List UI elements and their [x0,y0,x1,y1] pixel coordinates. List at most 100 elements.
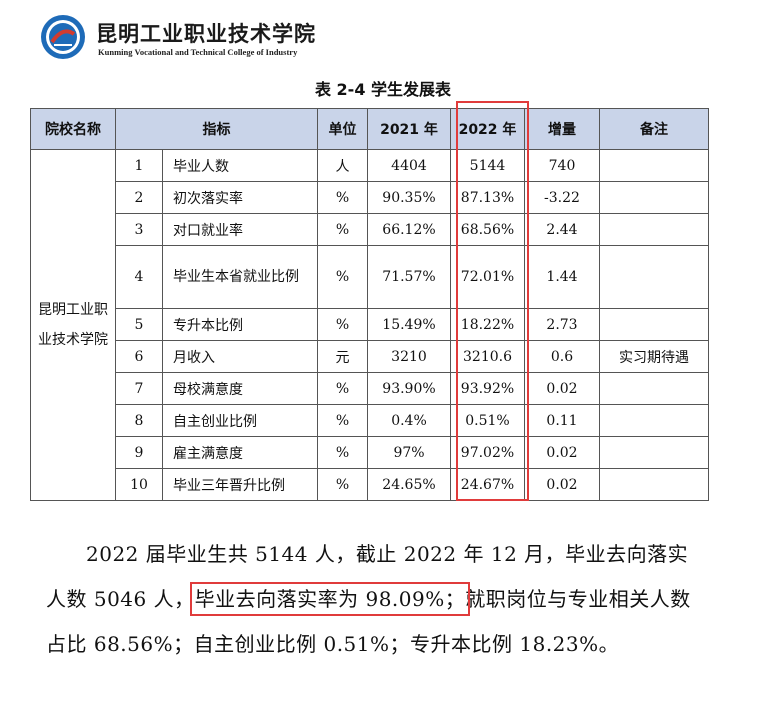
value-2021: 0.4% [367,404,451,437]
paragraph-highlight: 毕业去向落实率为 98.09%； [189,582,471,616]
delta-cell: 740 [524,149,600,182]
row-number: 4 [115,245,163,309]
value-2021: 71.57% [367,245,451,309]
unit-cell: % [317,308,368,341]
note-cell [599,404,709,437]
table-row: 6 月收入 元 3210 3210.6 0.6 实习期待遇 [31,340,709,373]
unit-cell: % [317,245,368,309]
value-2022: 93.92% [450,372,525,405]
header-school: 院校名称 [30,108,116,150]
delta-cell: 2.44 [524,213,600,246]
school-name: 昆明工业职业技术学院 [38,302,108,348]
header-indicator: 指标 [115,108,318,150]
note-cell [599,372,709,405]
unit-cell: % [317,213,368,246]
indicator-name: 自主创业比例 [162,404,318,437]
unit-cell: % [317,181,368,214]
delta-cell: 0.02 [524,436,600,469]
school-name-en: Kunming Vocational and Technical College… [98,47,298,57]
summary-paragraph: 2022 届毕业生共 5144 人，截止 2022 年 12 月，毕业去向落实人… [46,532,706,667]
value-2022: 5144 [450,149,525,182]
value-2021: 97% [367,436,451,469]
indicator-name: 母校满意度 [162,372,318,405]
table-row: 3 对口就业率 % 66.12% 68.56% 2.44 [31,213,709,246]
table-row: 5 专升本比例 % 15.49% 18.22% 2.73 [31,308,709,341]
header-2021: 2021 年 [367,108,451,150]
note-cell [599,213,709,246]
delta-cell: 0.02 [524,372,600,405]
row-number: 9 [115,436,163,469]
row-number: 2 [115,181,163,214]
value-2021: 3210 [367,340,451,373]
table-row: 4 毕业生本省就业比例 % 71.57% 72.01% 1.44 [31,245,709,309]
value-2022: 18.22% [450,308,525,341]
indicator-text: 毕业生本省就业比例 [173,269,299,285]
indicator-name: 毕业人数 [162,149,318,182]
delta-cell: 1.44 [524,245,600,309]
header-unit: 单位 [317,108,368,150]
table-row: 昆明工业职业技术学院 1 毕业人数 人 4404 5144 740 [30,149,709,501]
header-2022: 2022 年 [450,108,525,150]
note-cell [599,149,709,182]
table-row: 7 母校满意度 % 93.90% 93.92% 0.02 [31,372,709,405]
value-2022: 3210.6 [450,340,525,373]
column-2022-highlight-box [456,101,529,501]
header-delta: 增量 [524,108,600,150]
table-row: 10 毕业三年晋升比例 % 24.65% 24.67% 0.02 [31,468,709,501]
paragraph-text-part1: 2022 届毕业生共 5144 人，截止 2022 年 12 月，毕业去向落实人… [46,542,689,611]
unit-cell: 元 [317,340,368,373]
note-cell [599,181,709,214]
value-2021: 93.90% [367,372,451,405]
indicator-name: 专升本比例 [162,308,318,341]
indicator-name: 对口就业率 [162,213,318,246]
delta-cell: -3.22 [524,181,600,214]
note-cell [599,468,709,501]
indicator-name: 毕业生本省就业比例 [162,245,318,309]
value-2022: 0.51% [450,404,525,437]
value-2022: 72.01% [450,245,525,309]
page-header: 昆明工业职业技术学院 Kunming Vocational and Techni… [36,10,336,66]
note-cell [599,245,709,309]
value-2021: 15.49% [367,308,451,341]
note-cell: 实习期待遇 [599,340,709,373]
value-2022: 24.67% [450,468,525,501]
school-name-cn: 昆明工业职业技术学院 [96,21,316,46]
school-cell: 昆明工业职业技术学院 [30,149,116,501]
value-2021: 66.12% [367,213,451,246]
row-number: 10 [115,468,163,501]
value-2021: 24.65% [367,468,451,501]
row-number: 1 [115,149,163,182]
row-number: 6 [115,340,163,373]
value-2022: 68.56% [450,213,525,246]
row-number: 3 [115,213,163,246]
delta-cell: 0.11 [524,404,600,437]
unit-cell: % [317,404,368,437]
paragraph-text-part2: 就职岗位与专业相关人数占比 68.56%；自主创业比例 0.51%；专升本比例 … [46,587,691,656]
indicator-name: 毕业三年晋升比例 [162,468,318,501]
note-cell [599,308,709,341]
table-row: 8 自主创业比例 % 0.4% 0.51% 0.11 [31,404,709,437]
delta-cell: 0.6 [524,340,600,373]
indicator-name: 初次落实率 [162,181,318,214]
table-row: 2 初次落实率 % 90.35% 87.13% -3.22 [31,181,709,214]
unit-cell: % [317,468,368,501]
row-number: 8 [115,404,163,437]
college-logo-icon [41,15,85,59]
value-2021: 90.35% [367,181,451,214]
delta-cell: 0.02 [524,468,600,501]
row-number: 5 [115,308,163,341]
student-development-table: 院校名称 指标 单位 2021 年 2022 年 增量 备注 昆明工业职业技术学… [30,108,709,501]
unit-cell: % [317,436,368,469]
unit-cell: 人 [317,149,368,182]
indicator-name: 雇主满意度 [162,436,318,469]
value-2021: 4404 [367,149,451,182]
indicator-name: 月收入 [162,340,318,373]
row-number: 7 [115,372,163,405]
unit-cell: % [317,372,368,405]
table-row: 9 雇主满意度 % 97% 97.02% 0.02 [31,436,709,469]
header-note: 备注 [599,108,709,150]
delta-cell: 2.73 [524,308,600,341]
value-2022: 87.13% [450,181,525,214]
note-cell [599,436,709,469]
table-header-row: 院校名称 指标 单位 2021 年 2022 年 增量 备注 [30,108,709,150]
